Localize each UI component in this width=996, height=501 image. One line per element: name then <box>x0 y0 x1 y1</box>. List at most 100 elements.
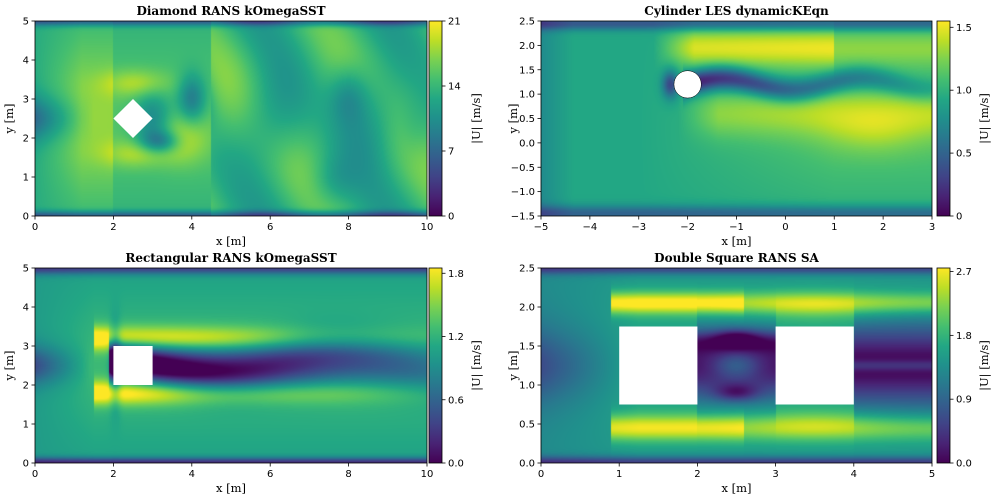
colorbar-label: |U| [m/s] <box>977 340 992 391</box>
x-tick-label: −4 <box>583 222 598 233</box>
x-tick-label: 3 <box>929 222 935 233</box>
x-tick-label: 8 <box>345 469 351 480</box>
velocity-field-heatmap <box>35 21 427 216</box>
y-tick-label: 1.5 <box>519 342 535 353</box>
colorbar-tick-label: 0.0 <box>448 459 464 470</box>
colorbar-tick-label: 0.6 <box>448 395 464 406</box>
colorbar-tick-label: 1.2 <box>448 332 464 343</box>
x-tick-label: 2 <box>880 222 886 233</box>
x-tick-label: 2 <box>694 469 700 480</box>
subplot-title: Diamond RANS kOmegaSST <box>136 4 325 18</box>
y-tick-label: 4 <box>23 56 29 67</box>
y-axis-label: y [m] <box>506 103 520 134</box>
y-tick-label: 2.5 <box>519 264 535 275</box>
y-tick-label: 0.0 <box>519 138 535 149</box>
x-tick-label: −2 <box>680 222 695 233</box>
y-tick-label: 5 <box>23 17 29 28</box>
colorbar-label: |U| [m/s] <box>469 93 484 144</box>
y-tick-label: 1.0 <box>519 90 535 101</box>
x-tick-label: 0 <box>782 222 788 233</box>
x-tick-label: 4 <box>851 469 857 480</box>
colorbar-tick-label: 0.9 <box>956 395 972 406</box>
obstacle-square <box>775 326 854 405</box>
x-tick-label: 10 <box>421 222 434 233</box>
y-tick-label: 0.0 <box>519 459 535 470</box>
subplot-3: Rectangular RANS kOmegaSST 0 2 4 6 8 10 0 1 2 3 4 5 x… <box>2 251 484 495</box>
x-tick-label: 1 <box>831 222 837 233</box>
colorbar-label: |U| [m/s] <box>977 93 992 144</box>
y-tick-label: 2.0 <box>519 41 535 52</box>
colorbar-label: |U| [m/s] <box>469 340 484 391</box>
x-tick-label: 4 <box>189 469 195 480</box>
x-tick-label: 0 <box>538 469 544 480</box>
colorbar-tick-label: 1.8 <box>448 269 464 280</box>
subplot-title: Double Square RANS SA <box>654 251 819 265</box>
x-tick-label: 2 <box>110 222 116 233</box>
colorbar-tick-label: 7 <box>448 147 454 158</box>
x-tick-label: 0 <box>32 222 38 233</box>
colorbar-gradient <box>429 21 442 216</box>
subplot-1: Diamond RANS kOmegaSST 0 2 4 6 8 10 0 1 2 3 4 5 x [m]… <box>2 4 484 248</box>
obstacle-diamond <box>113 99 153 138</box>
y-tick-label: 2 <box>23 134 29 145</box>
y-tick-label: 3 <box>23 95 29 106</box>
x-tick-label: 10 <box>421 469 434 480</box>
x-tick-label: 8 <box>345 222 351 233</box>
colorbar-tick-label: 1.0 <box>956 86 972 97</box>
y-tick-label: 0 <box>23 212 29 223</box>
y-tick-label: 1.0 <box>519 381 535 392</box>
colorbar-frame <box>428 267 443 464</box>
y-tick-label: −1.5 <box>511 212 535 223</box>
x-tick-label: −3 <box>631 222 646 233</box>
y-axis-label: y [m] <box>506 350 520 381</box>
subplot-2: Cylinder LES dynamicKEqn −5 −4 −3 −2 −1 0 1 2 3 −1… <box>506 4 992 248</box>
y-tick-label: 2.0 <box>519 303 535 314</box>
plot-frame <box>540 267 933 464</box>
x-tick-label: −5 <box>534 222 549 233</box>
colorbar-tick-label: 0 <box>448 212 454 223</box>
velocity-field-heatmap <box>541 21 932 216</box>
x-tick-label: 6 <box>267 469 273 480</box>
subplot-title: Cylinder LES dynamicKEqn <box>644 4 829 18</box>
x-tick-label: 4 <box>189 222 195 233</box>
obstacle-square <box>619 326 698 405</box>
y-tick-label: 0.5 <box>519 420 535 431</box>
colorbar-frame <box>936 20 951 217</box>
y-axis-label: y [m] <box>2 350 16 381</box>
velocity-field-heatmap <box>35 268 427 463</box>
x-tick-label: 1 <box>616 469 622 480</box>
x-axis-label: x [m] <box>721 481 751 495</box>
colorbar-tick-label: 21 <box>448 17 461 28</box>
colorbar-gradient <box>429 268 442 463</box>
velocity-field-heatmap <box>541 268 932 463</box>
colorbar: 0 7 14 21 |U| [m/s] <box>428 17 484 223</box>
colorbar-tick-label: 2.7 <box>956 267 972 278</box>
y-tick-label: 1 <box>23 420 29 431</box>
colorbar-gradient <box>937 21 950 216</box>
colorbar: 0.0 0.6 1.2 1.8 |U| [m/s] <box>428 267 484 470</box>
x-tick-label: 3 <box>772 469 778 480</box>
y-tick-label: 1.5 <box>519 65 535 76</box>
colorbar-tick-label: 0 <box>956 212 962 223</box>
y-tick-label: −1.0 <box>511 187 535 198</box>
x-tick-label: −1 <box>729 222 744 233</box>
y-tick-label: 4 <box>23 303 29 314</box>
x-tick-label: 6 <box>267 222 273 233</box>
y-tick-label: 0 <box>23 459 29 470</box>
obstacle-square <box>113 346 153 385</box>
colorbar-frame <box>936 267 951 464</box>
x-tick-label: 0 <box>32 469 38 480</box>
y-tick-label: 3 <box>23 342 29 353</box>
y-tick-label: −0.5 <box>511 163 535 174</box>
subplot-4: Double Square RANS SA 0 1 2 3 4 5 0.0 0.5 1.0 1.5 2… <box>506 251 992 495</box>
x-axis-label: x [m] <box>721 234 751 248</box>
x-tick-label: 2 <box>110 469 116 480</box>
colorbar-tick-label: 14 <box>448 82 461 93</box>
colorbar-frame <box>428 20 443 217</box>
colorbar: 0 0.5 1.0 1.5 |U| [m/s] <box>936 20 992 223</box>
colorbar-tick-label: 0.5 <box>956 149 972 160</box>
y-tick-label: 2 <box>23 381 29 392</box>
colorbar-tick-label: 1.5 <box>956 23 972 34</box>
colorbar-gradient <box>937 268 950 463</box>
